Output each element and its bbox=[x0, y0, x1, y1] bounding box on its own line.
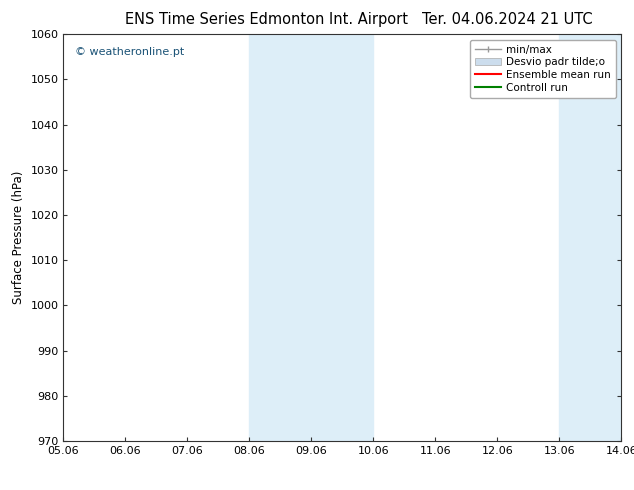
Text: ENS Time Series Edmonton Int. Airport: ENS Time Series Edmonton Int. Airport bbox=[125, 12, 408, 27]
Bar bbox=[249, 34, 373, 441]
Bar bbox=[559, 34, 621, 441]
Text: © weatheronline.pt: © weatheronline.pt bbox=[75, 47, 184, 56]
Legend: min/max, Desvio padr tilde;o, Ensemble mean run, Controll run: min/max, Desvio padr tilde;o, Ensemble m… bbox=[470, 40, 616, 98]
Y-axis label: Surface Pressure (hPa): Surface Pressure (hPa) bbox=[12, 171, 25, 304]
Text: Ter. 04.06.2024 21 UTC: Ter. 04.06.2024 21 UTC bbox=[422, 12, 593, 27]
